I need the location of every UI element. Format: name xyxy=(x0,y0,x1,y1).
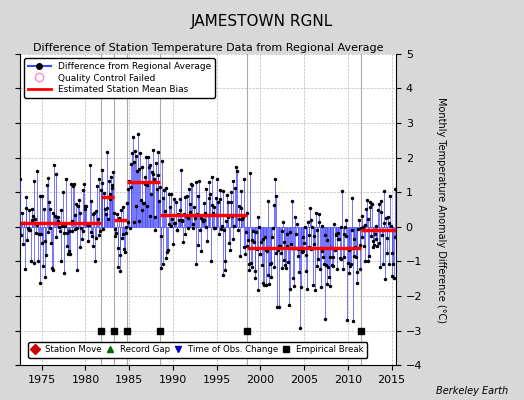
Title: Difference of Station Temperature Data from Regional Average: Difference of Station Temperature Data f… xyxy=(32,43,383,53)
Text: JAMESTOWN RGNL: JAMESTOWN RGNL xyxy=(191,14,333,29)
Text: Berkeley Earth: Berkeley Earth xyxy=(436,386,508,396)
Y-axis label: Monthly Temperature Anomaly Difference (°C): Monthly Temperature Anomaly Difference (… xyxy=(436,96,446,322)
Legend: Station Move, Record Gap, Time of Obs. Change, Empirical Break: Station Move, Record Gap, Time of Obs. C… xyxy=(28,342,367,358)
